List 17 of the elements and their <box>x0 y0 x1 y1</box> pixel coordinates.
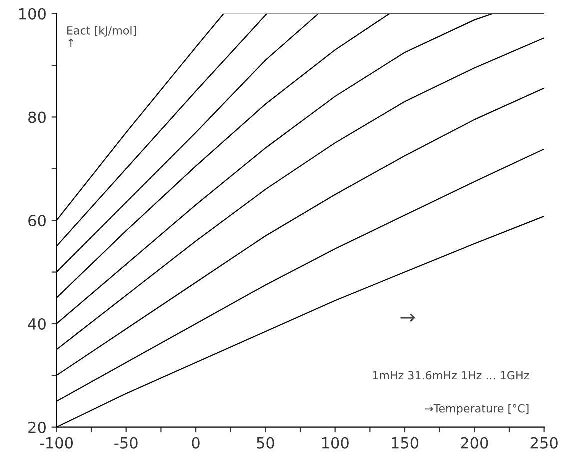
y-axis-title: Eact [kJ/mol] ↑ <box>68 26 136 48</box>
x-tick-label: -50 <box>114 437 138 449</box>
annotation: 1mHz 31.6mHz 1Hz ... 1GHz <box>373 371 530 380</box>
y-tick-label: 20 <box>28 422 46 434</box>
x-tick-label: 100 <box>322 437 349 449</box>
x-tick-label: 0 <box>192 437 200 449</box>
y-tick-label: 40 <box>28 318 46 330</box>
y-tick-label: 60 <box>28 215 46 227</box>
y-tick-label: 80 <box>28 112 46 124</box>
x-axis-title: →Temperature [°C] <box>425 404 529 415</box>
y-tick-label: 100 <box>19 8 46 20</box>
x-tick-label: 200 <box>461 437 488 449</box>
x-tick-label: -100 <box>40 437 74 449</box>
x-tick-label: 150 <box>392 437 419 449</box>
x-tick-label: 250 <box>530 437 558 449</box>
x-tick-label: 50 <box>257 437 274 449</box>
annotation: → <box>400 314 415 322</box>
